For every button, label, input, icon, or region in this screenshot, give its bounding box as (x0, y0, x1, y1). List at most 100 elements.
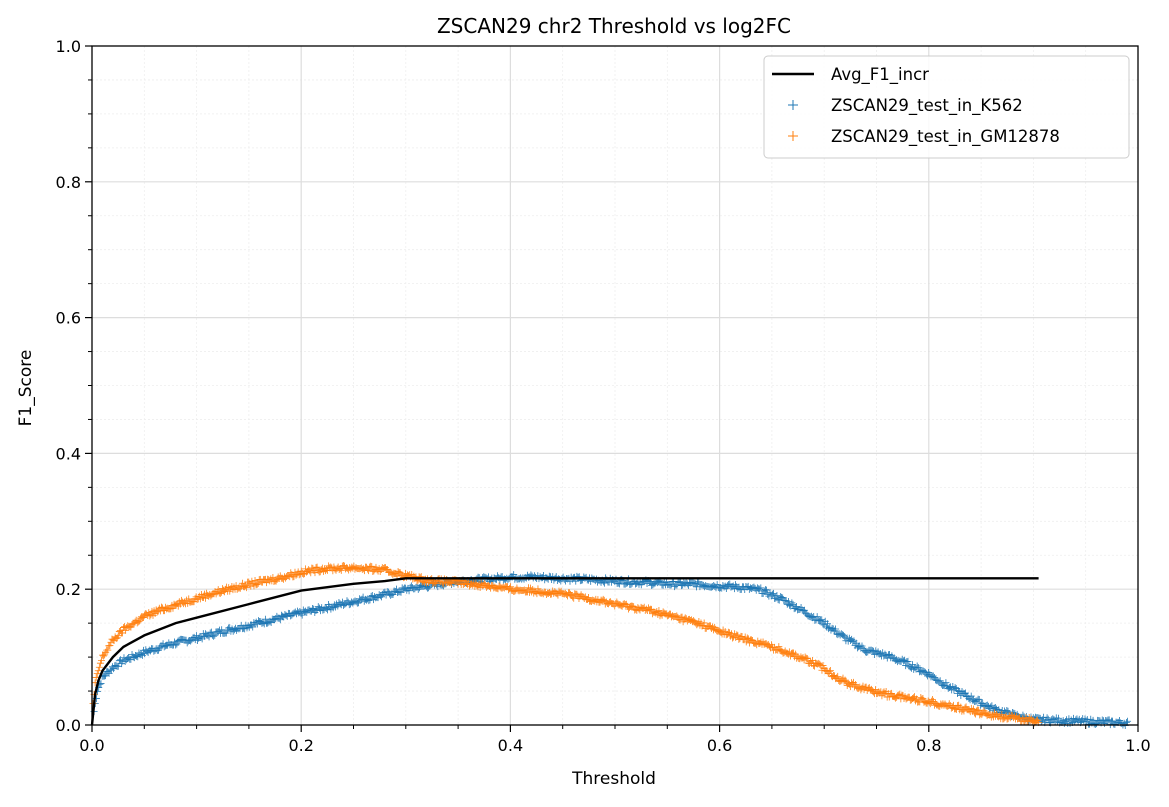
data-point-marker (722, 585, 730, 593)
x-tick-label: 0.2 (288, 736, 313, 755)
data-point-marker (134, 618, 142, 626)
data-point-marker (834, 672, 842, 680)
data-point-marker (251, 577, 259, 585)
y-tick-label: 0.0 (56, 716, 81, 735)
data-point-marker (899, 657, 907, 665)
series-ZSCAN29_test_in_K562 (90, 571, 1132, 730)
data-point-marker (929, 672, 937, 680)
data-point-marker (253, 580, 261, 588)
series-ZSCAN29_test_in_GM12878 (89, 562, 1043, 727)
data-point-marker (849, 638, 857, 646)
data-point-marker (432, 579, 440, 587)
data-point-marker (114, 632, 122, 640)
data-point-marker (733, 631, 741, 639)
minor-grid (92, 46, 1138, 725)
data-point-marker (104, 646, 112, 654)
data-point-marker (773, 591, 781, 599)
x-tick-label: 0.6 (707, 736, 732, 755)
data-point-marker (819, 662, 827, 670)
data-point-marker (824, 620, 832, 628)
data-point-marker (817, 616, 825, 624)
data-point-marker (1003, 707, 1011, 715)
data-point-marker (987, 703, 995, 711)
data-point-marker (818, 616, 826, 624)
data-point-marker (761, 586, 769, 594)
y-axis-label: F1_Score (16, 350, 36, 427)
data-point-marker (960, 707, 968, 715)
data-point-marker (245, 578, 253, 586)
data-point-marker (507, 583, 515, 591)
data-point-marker (955, 687, 963, 695)
data-point-marker (414, 585, 422, 593)
data-point-marker (724, 628, 732, 636)
data-point-marker (983, 701, 991, 709)
data-point-marker (967, 692, 975, 700)
data-point-marker (205, 633, 213, 641)
data-point-marker (261, 615, 269, 623)
data-point-marker (95, 663, 103, 671)
chart-title: ZSCAN29 chr2 Threshold vs log2FC (437, 14, 791, 38)
data-point-marker (96, 659, 104, 667)
data-point-marker (367, 562, 375, 570)
data-point-marker (629, 602, 637, 610)
data-point-marker (172, 641, 180, 649)
y-tick-label: 1.0 (56, 37, 81, 56)
data-point-marker (211, 631, 219, 639)
data-point-marker (146, 612, 154, 620)
axis-ticks: 0.0 0.2 0.4 0.6 0.8 1.0 0.0 0.2 0.4 0.6 0.8 1.0 (56, 37, 1151, 755)
data-point-marker (690, 579, 698, 587)
data-point-marker (775, 643, 783, 651)
data-point-marker (902, 662, 910, 670)
data-point-marker (153, 608, 161, 616)
data-point-marker (210, 632, 218, 640)
data-point-marker (173, 640, 181, 648)
data-point-marker (852, 639, 860, 647)
data-point-marker (975, 696, 983, 704)
data-point-marker (222, 629, 230, 637)
data-point-marker (1124, 717, 1132, 725)
data-point-marker (243, 584, 251, 592)
data-point-marker (816, 660, 824, 668)
data-point-marker (743, 634, 751, 642)
data-point-marker (756, 585, 764, 593)
data-point-marker (97, 656, 105, 664)
data-point-marker (825, 667, 833, 675)
data-point-marker (998, 710, 1006, 718)
x-tick-label: 1.0 (1125, 736, 1150, 755)
data-point-marker (813, 613, 821, 621)
data-point-marker (94, 667, 102, 675)
data-point-marker (236, 584, 244, 592)
data-point-marker (942, 679, 950, 687)
y-tick-label: 0.2 (56, 580, 81, 599)
legend-box (763, 55, 1130, 159)
data-point-marker (1016, 714, 1024, 722)
data-point-marker (337, 566, 345, 574)
legend-label: ZSCAN29_test_in_GM12878 (831, 127, 1060, 147)
data-point-marker (313, 563, 321, 571)
data-point-marker (100, 652, 108, 660)
series-layer (89, 562, 1132, 730)
data-point-marker (768, 590, 776, 598)
series-line-Avg_F1_incr (90, 577, 1039, 726)
data-point-marker (928, 696, 936, 704)
data-point-marker (1004, 707, 1012, 715)
data-point-marker (322, 605, 330, 613)
data-point-marker (365, 597, 373, 605)
y-tick-label: 0.4 (56, 444, 81, 463)
data-point-marker (122, 626, 130, 634)
data-point-marker (700, 619, 708, 627)
legend: Avg_F1_incr ZSCAN29_test_in_K562 ZSCAN29_t… (763, 55, 1130, 159)
data-point-marker (826, 666, 834, 674)
data-point-marker (1043, 714, 1051, 722)
data-point-marker (343, 597, 351, 605)
data-point-marker (784, 597, 792, 605)
data-point-marker (904, 657, 912, 665)
x-tick-label: 0.8 (916, 736, 941, 755)
data-point-marker (673, 612, 681, 620)
data-point-marker (106, 642, 114, 650)
data-point-marker (936, 677, 944, 685)
data-point-marker (729, 634, 737, 642)
y-tick-label: 0.8 (56, 173, 81, 192)
